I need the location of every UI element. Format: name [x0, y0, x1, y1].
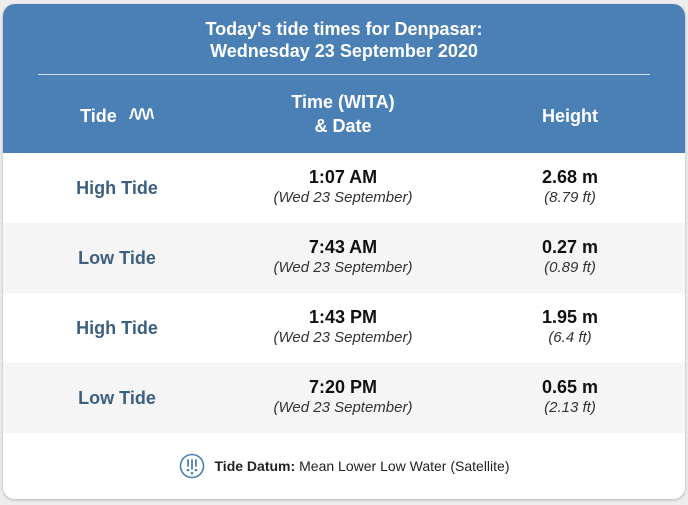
tide-type: Low Tide	[78, 247, 156, 268]
tide-height-m: 1.95 m	[541, 307, 599, 327]
column-header-time-line2: & Date	[314, 116, 372, 136]
tide-height-m: 0.27 m	[541, 237, 599, 257]
tide-time: 1:07 AM	[308, 167, 378, 187]
tide-height-cell: 0.27 m (0.89 ft)	[455, 223, 685, 293]
tide-height-cell: 1.95 m (6.4 ft)	[455, 293, 685, 363]
tide-time: 7:43 AM	[308, 237, 378, 257]
tide-height-ft: (0.89 ft)	[544, 259, 596, 276]
column-header-height: Height	[542, 106, 598, 126]
column-header-tide-label: Tide	[80, 106, 117, 126]
tide-date: (Wed 23 September)	[273, 399, 413, 416]
tide-time: 7:20 PM	[308, 377, 378, 397]
column-header-time-line1: Time (WITA)	[291, 92, 395, 112]
tide-datum-label: Tide Datum:	[214, 458, 296, 474]
tide-row: Low Tide 7:43 AM (Wed 23 September) 0.27…	[3, 223, 685, 293]
tide-date: (Wed 23 September)	[273, 329, 413, 346]
tide-row: High Tide 1:07 AM (Wed 23 September) 2.6…	[3, 153, 685, 223]
column-header-tide: Tide	[3, 104, 231, 129]
tide-date: (Wed 23 September)	[273, 189, 413, 206]
tide-times-card: Today's tide times for Denpasar: Wednesd…	[3, 4, 685, 499]
title-line-2: Wednesday 23 September 2020	[210, 41, 478, 61]
column-header-time: Time (WITA) & Date	[231, 90, 455, 138]
tide-type: High Tide	[76, 317, 158, 338]
tide-type: Low Tide	[78, 387, 156, 408]
tide-time-cell: 7:43 AM (Wed 23 September)	[231, 223, 455, 293]
tide-height-ft: (6.4 ft)	[548, 329, 592, 346]
tide-row: Low Tide 7:20 PM (Wed 23 September) 0.65…	[3, 363, 685, 433]
tide-height-ft: (2.13 ft)	[544, 399, 596, 416]
page-title: Today's tide times for Denpasar: Wednesd…	[3, 4, 685, 62]
tide-height-m: 2.68 m	[541, 167, 599, 187]
tide-date: (Wed 23 September)	[273, 259, 413, 276]
tide-time-cell: 1:43 PM (Wed 23 September)	[231, 293, 455, 363]
header-divider	[38, 74, 650, 75]
tide-time-cell: 1:07 AM (Wed 23 September)	[231, 153, 455, 223]
tide-height-ft: (8.79 ft)	[544, 189, 596, 206]
tide-time: 1:43 PM	[308, 307, 378, 327]
tide-type: High Tide	[76, 177, 158, 198]
tide-height-cell: 0.65 m (2.13 ft)	[455, 363, 685, 433]
tide-datum-icon	[179, 453, 205, 479]
tide-datum-footer: Tide Datum: Mean Lower Low Water (Satell…	[3, 433, 685, 499]
tide-row: High Tide 1:43 PM (Wed 23 September) 1.9…	[3, 293, 685, 363]
tide-height-cell: 2.68 m (8.79 ft)	[455, 153, 685, 223]
title-line-1: Today's tide times for Denpasar:	[205, 19, 483, 39]
tide-height-m: 0.65 m	[541, 377, 599, 397]
tide-datum-value: Mean Lower Low Water (Satellite)	[299, 458, 510, 474]
wave-icon	[128, 105, 154, 129]
tide-table-header: Today's tide times for Denpasar: Wednesd…	[3, 4, 685, 153]
tide-time-cell: 7:20 PM (Wed 23 September)	[231, 363, 455, 433]
